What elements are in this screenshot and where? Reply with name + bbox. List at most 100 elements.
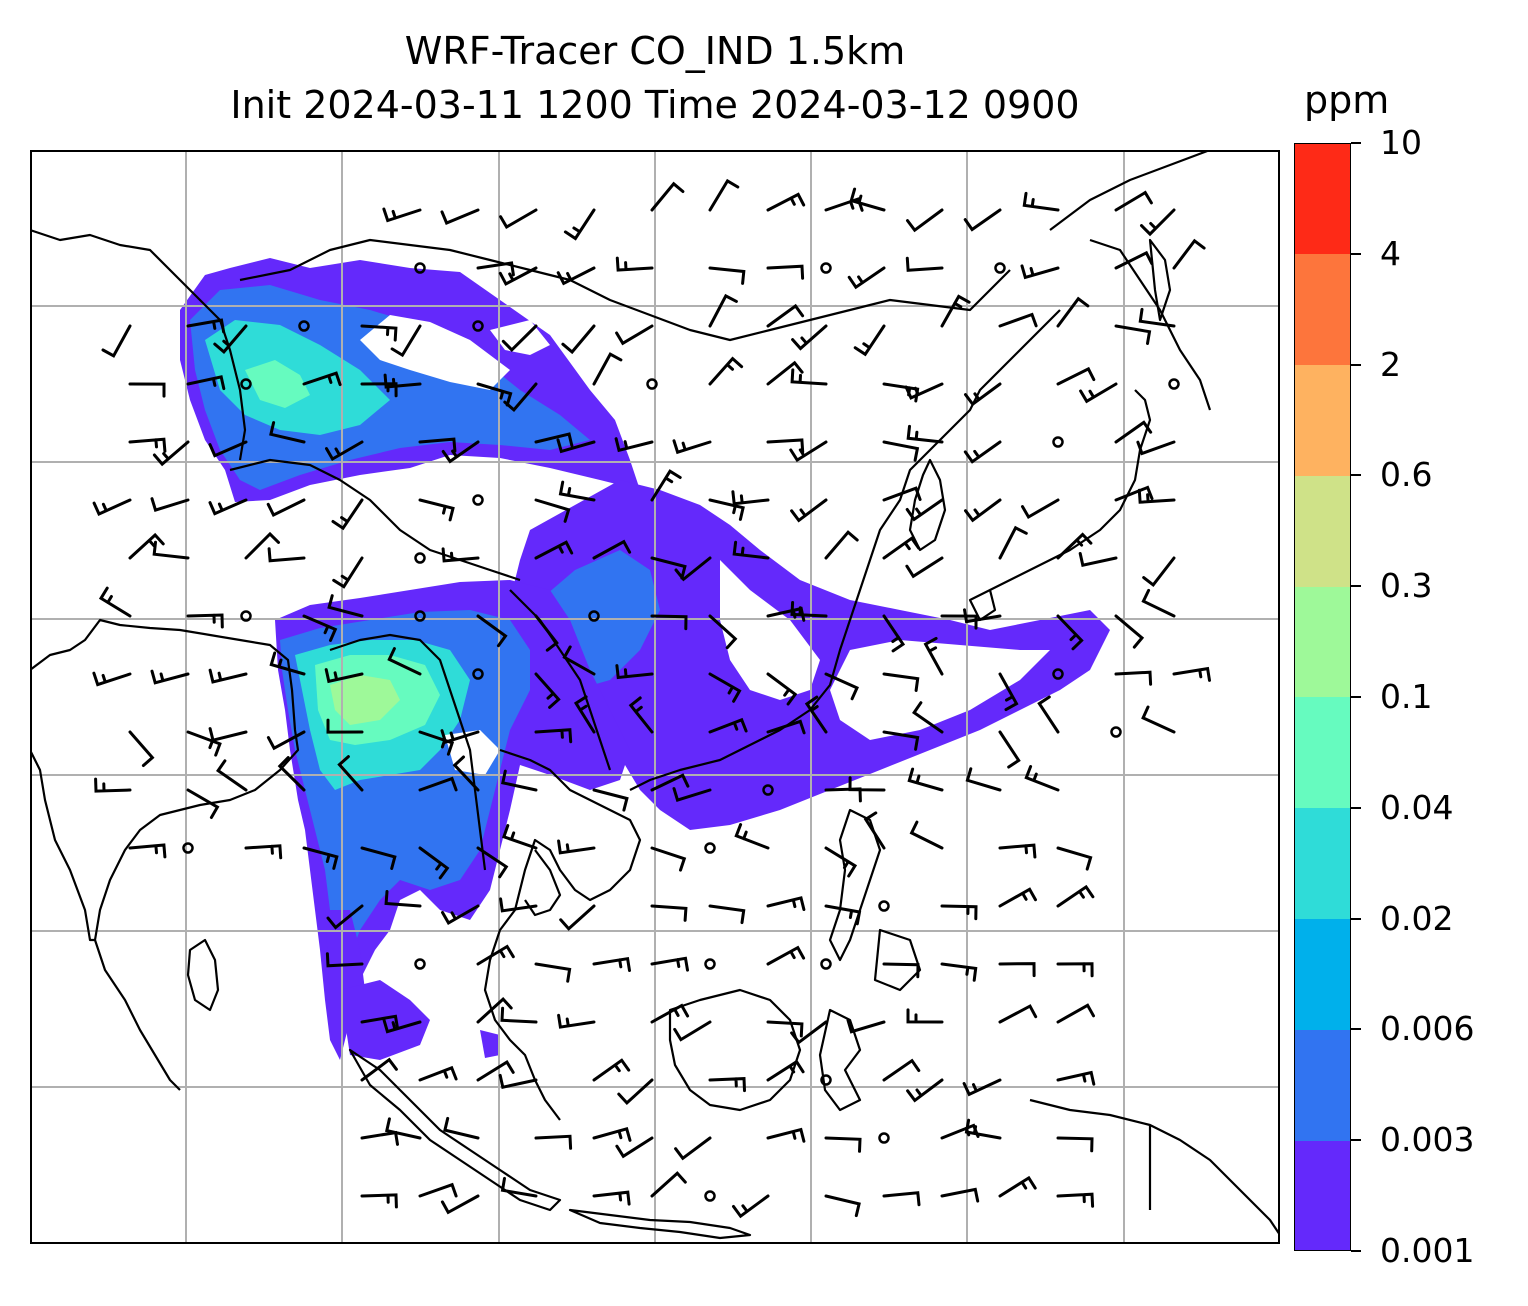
- map-frame-border: [30, 150, 1280, 1244]
- wind-barb: [650, 773, 690, 792]
- wind-barb: [674, 1136, 712, 1161]
- wind-barb: [882, 1191, 921, 1207]
- wind-barb: [615, 256, 654, 272]
- wind-barb: [790, 368, 828, 386]
- russia-coast: [1049, 150, 1212, 411]
- wind-barb: [905, 498, 944, 522]
- wind-barb: [673, 1020, 712, 1042]
- colorbar-tick: [1351, 1028, 1361, 1031]
- wind-barb: [557, 839, 596, 855]
- wind-barb: [1056, 366, 1096, 386]
- wind-barb: [650, 846, 687, 872]
- wind-barb: [534, 498, 571, 523]
- wind-barb: [708, 498, 745, 521]
- calm-wind-marker: [472, 668, 484, 680]
- wind-barb: [708, 672, 742, 703]
- wind-barb: [853, 324, 886, 357]
- map-panel[interactable]: [30, 150, 1280, 1244]
- wind-barb: [592, 1190, 631, 1206]
- colorbar-segment: [1294, 475, 1351, 587]
- wind-barb: [592, 1126, 632, 1142]
- wind-barb: [615, 324, 654, 346]
- philippines: [828, 808, 922, 992]
- wind-barb: [732, 1194, 770, 1219]
- wind-barb: [1114, 485, 1154, 502]
- wind-barb: [267, 547, 306, 563]
- wind-barb: [360, 1057, 398, 1082]
- colorbar-tick-label: 2: [1380, 344, 1401, 384]
- colorbar: [1294, 143, 1351, 1252]
- wind-barb: [92, 498, 132, 516]
- wind-barb: [150, 497, 190, 512]
- wind-barb: [940, 904, 978, 921]
- wind-barb: [1141, 588, 1176, 618]
- wind-barb: [573, 695, 596, 734]
- wind-barb: [557, 1013, 596, 1029]
- colorbar-tick-label: 0.04: [1380, 787, 1454, 827]
- wind-barb: [418, 776, 458, 792]
- wind-barb: [152, 440, 190, 467]
- wind-barb: [1022, 191, 1060, 212]
- wind-barb: [615, 1136, 654, 1159]
- wind-barb: [440, 208, 480, 225]
- wind-barb: [592, 788, 629, 812]
- calm-wind-marker: [820, 958, 832, 970]
- wind-barb: [418, 498, 455, 522]
- wind-barb: [128, 382, 166, 398]
- calm-wind-marker: [472, 320, 484, 332]
- wind-barb: [848, 776, 886, 792]
- wind-barb: [498, 266, 538, 286]
- wind-barb: [998, 843, 1037, 859]
- calm-wind-marker: [704, 842, 716, 854]
- wind-barb: [732, 540, 770, 560]
- wind-barb: [905, 256, 944, 272]
- wind-barb: [882, 730, 920, 751]
- wind-barb: [1137, 488, 1176, 504]
- wind-barb: [563, 208, 596, 241]
- wind-barb: [1024, 765, 1060, 792]
- wind-barb: [244, 531, 280, 560]
- wind-barb: [617, 1078, 654, 1106]
- wind-barb: [998, 312, 1038, 328]
- wind-barb: [418, 437, 457, 453]
- wind-barb: [360, 1130, 399, 1146]
- calm-wind-marker: [820, 262, 832, 274]
- wind-barb: [906, 208, 944, 233]
- wind-barb: [360, 846, 397, 870]
- wind-barb: [390, 324, 422, 358]
- wind-barb: [940, 294, 971, 328]
- wind-barb: [534, 672, 561, 709]
- wind-barb: [441, 547, 480, 563]
- wind-barb: [326, 904, 364, 930]
- wind-barb: [628, 696, 654, 734]
- wind-barb: [476, 944, 515, 966]
- wind-barb: [672, 787, 712, 802]
- calm-wind-marker: [240, 378, 252, 390]
- wind-barb: [440, 729, 480, 744]
- colorbar-segment: [1294, 364, 1351, 476]
- wind-barb: [906, 424, 944, 444]
- wind-barb: [562, 645, 596, 676]
- wind-barb: [824, 904, 862, 926]
- colorbar-segment: [1294, 253, 1351, 366]
- wind-barb: [418, 1182, 458, 1198]
- wind-barb: [650, 1003, 690, 1024]
- wind-barb: [998, 962, 1036, 978]
- wind-barb: [216, 759, 248, 792]
- wind-barb: [766, 719, 806, 735]
- wind-barb: [863, 811, 886, 850]
- wind-barb: [882, 440, 920, 462]
- korea: [908, 458, 947, 552]
- wind-barb: [1056, 1192, 1095, 1208]
- wind-barb: [186, 375, 226, 391]
- wind-barb: [882, 1058, 921, 1082]
- wind-barb: [1020, 264, 1060, 280]
- wind-barb: [302, 614, 338, 642]
- wind-barb: [92, 671, 132, 687]
- wind-barb: [500, 1006, 538, 1024]
- srilanka: [186, 938, 220, 1012]
- myanmar-border: [329, 633, 487, 871]
- wind-barb: [650, 181, 685, 212]
- wind-barb: [534, 962, 572, 983]
- wind-barb: [277, 756, 306, 792]
